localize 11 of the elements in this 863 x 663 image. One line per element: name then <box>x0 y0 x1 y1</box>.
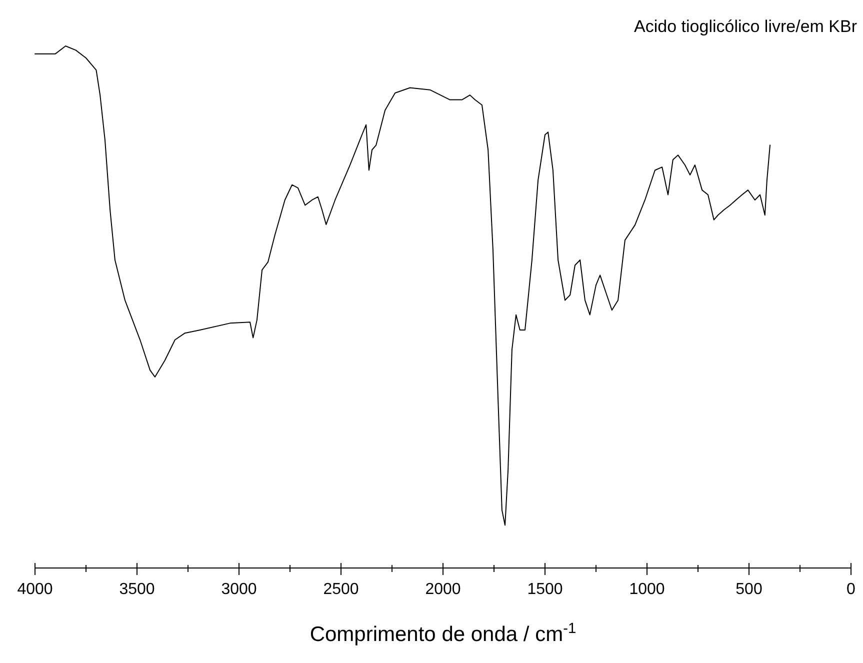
x-tick-label: 3500 <box>119 581 155 598</box>
x-tick-label: 2000 <box>425 581 461 598</box>
chart-title: Acido tioglicólico livre/em KBr <box>634 17 858 36</box>
x-tick-label: 500 <box>736 581 762 598</box>
x-tick-label: 3000 <box>221 581 257 598</box>
x-tick-label: 2500 <box>323 581 359 598</box>
x-tick-label: 4000 <box>17 581 53 598</box>
x-tick-label: 1500 <box>527 581 563 598</box>
x-tick-label: 0 <box>846 581 856 598</box>
x-axis-title: Comprimento de onda / cm$^{-1}$ <box>310 621 576 646</box>
x-tick-label: 1000 <box>629 581 665 598</box>
